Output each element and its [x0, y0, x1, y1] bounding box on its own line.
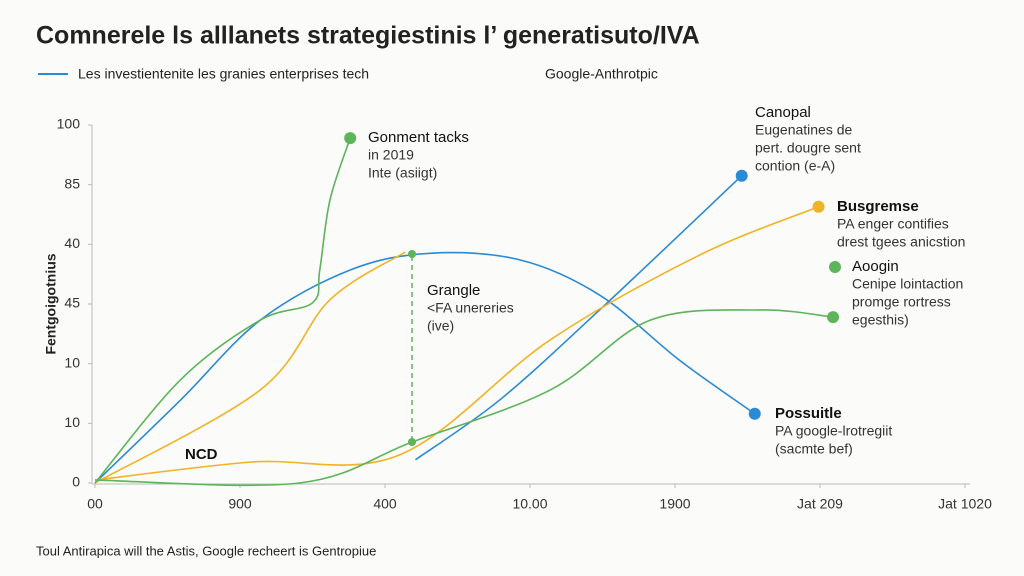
x-tick-label: Jat 209: [797, 496, 843, 512]
y-tick-label: 40: [64, 235, 80, 251]
legend-text: Les investientenite les granies enterpri…: [78, 66, 369, 82]
series-line: [94, 251, 406, 484]
annotation-title: NCD: [185, 446, 218, 463]
annotation-title: Possuitle: [775, 405, 842, 422]
annotation-title: Canopal: [755, 104, 811, 121]
annotation-line: PA google-lrotregiit: [775, 423, 892, 439]
annotation-line: egesthis): [852, 312, 909, 328]
annotation-line: Cenipe lointaction: [852, 276, 963, 292]
x-tick-label: Jat 1020: [938, 496, 992, 512]
x-tick-label: 00: [87, 496, 103, 512]
end-marker: [812, 200, 825, 213]
annotation-line: Eugenatines de: [755, 122, 853, 138]
annotation-title: Gonment tacks: [368, 129, 469, 146]
x-tick-label: 10.00: [512, 496, 547, 512]
annotation-line: contion (e-A): [755, 158, 835, 174]
series-line: [94, 137, 351, 484]
annotation-dot: [408, 438, 416, 446]
annotation-line: drest tgees anicstion: [837, 234, 965, 250]
y-tick-label: 100: [57, 116, 81, 132]
x-tick-label: 900: [228, 496, 252, 512]
series-line: [94, 309, 834, 487]
footer: Toul Antirapica will the Astis, Google r…: [36, 543, 376, 558]
end-marker: [827, 311, 840, 324]
y-tick-label: 45: [64, 295, 80, 311]
annotation-line: Inte (asiigt): [368, 165, 437, 181]
y-axis-label: Fentgoigotnius: [43, 253, 59, 354]
end-marker: [344, 132, 357, 145]
x-tick-label: 1900: [659, 496, 690, 512]
y-tick-label: 10: [64, 414, 80, 430]
end-marker: [735, 169, 748, 182]
annotation-line: <FA unereries: [427, 300, 514, 316]
end-marker: [748, 407, 761, 420]
series-line: [94, 206, 819, 481]
series-line: [414, 175, 743, 461]
annotation-title: Busgremse: [837, 198, 919, 215]
annotation-line: PA enger contifies: [837, 216, 949, 232]
annotation-dot: [408, 250, 416, 258]
legend-text: Google-Anthrotpic: [545, 66, 658, 82]
x-tick-label: 400: [373, 496, 397, 512]
y-tick-label: 85: [64, 175, 80, 191]
annotation-title: Grangle: [427, 282, 480, 299]
chart-title: Comnerele ls alllanets strategiestinis l…: [36, 22, 700, 50]
annotation-line: in 2019: [368, 147, 414, 163]
annotation-line: (ive): [427, 318, 454, 334]
annotation-title: Aoogin: [852, 258, 899, 275]
annotation-line: pert. dougre sent: [755, 140, 861, 156]
y-tick-label: 10: [64, 354, 80, 370]
annotation-line: promge rortress: [852, 294, 951, 310]
y-tick-label: 0: [72, 474, 80, 490]
series-line: [94, 251, 756, 484]
annotation-dot: [829, 261, 841, 273]
annotation-line: (sacmte bef): [775, 441, 853, 457]
